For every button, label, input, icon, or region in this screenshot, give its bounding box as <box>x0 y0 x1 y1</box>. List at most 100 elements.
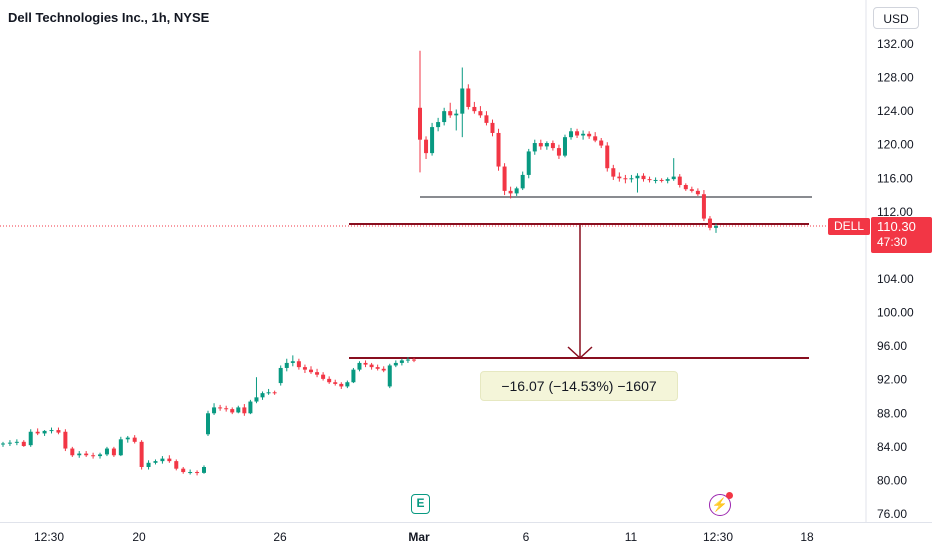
candle[interactable] <box>1 441 5 447</box>
candle[interactable] <box>647 176 652 183</box>
candle[interactable] <box>393 360 398 368</box>
candle[interactable] <box>242 404 247 416</box>
candle[interactable] <box>188 469 193 475</box>
candle[interactable] <box>63 429 68 452</box>
candle[interactable] <box>327 376 332 384</box>
candle[interactable] <box>526 148 531 179</box>
candle[interactable] <box>611 164 616 180</box>
candle[interactable] <box>701 190 706 222</box>
candle[interactable] <box>160 456 165 464</box>
candle[interactable] <box>118 436 123 457</box>
candle[interactable] <box>641 173 646 182</box>
candle[interactable] <box>599 138 604 149</box>
candle[interactable] <box>351 367 356 384</box>
candle[interactable] <box>49 427 54 434</box>
candle[interactable] <box>514 186 519 196</box>
candle[interactable] <box>418 50 422 173</box>
candle[interactable] <box>593 132 598 143</box>
candle[interactable] <box>21 440 26 447</box>
candle[interactable] <box>490 119 495 137</box>
price-axis[interactable]: 132.00 128.00 124.00 120.00 116.00 112.00 104.… <box>877 37 914 521</box>
candle[interactable] <box>174 459 179 471</box>
candle[interactable] <box>321 372 326 381</box>
candle[interactable] <box>139 440 144 470</box>
candle[interactable] <box>605 142 610 172</box>
candle[interactable] <box>132 435 137 444</box>
candle[interactable] <box>302 364 307 373</box>
candle[interactable] <box>375 364 380 371</box>
candle[interactable] <box>653 177 658 184</box>
candle[interactable] <box>460 67 465 138</box>
time-axis[interactable]: 12:30 20 26 Mar 6 11 12:30 18 <box>34 530 814 544</box>
candle[interactable] <box>363 360 368 368</box>
candle[interactable] <box>387 363 392 389</box>
candle[interactable] <box>167 455 172 463</box>
candle[interactable] <box>290 355 295 367</box>
candle[interactable] <box>635 173 640 193</box>
candle[interactable] <box>195 470 200 476</box>
candle[interactable] <box>28 429 33 447</box>
candle[interactable] <box>98 452 103 459</box>
currency-button[interactable]: USD <box>873 7 919 29</box>
candle[interactable] <box>629 174 634 183</box>
candle[interactable] <box>236 405 241 414</box>
candle[interactable] <box>659 178 664 183</box>
candle[interactable] <box>430 122 435 156</box>
candle[interactable] <box>550 140 555 151</box>
candles[interactable] <box>1 50 718 476</box>
candle[interactable] <box>315 368 320 378</box>
candle[interactable] <box>333 379 338 386</box>
candle[interactable] <box>689 186 694 193</box>
candle[interactable] <box>224 405 229 412</box>
candle[interactable] <box>436 117 441 132</box>
candle[interactable] <box>77 451 82 458</box>
candle[interactable] <box>472 101 477 114</box>
candle[interactable] <box>14 439 19 446</box>
candle[interactable] <box>466 84 471 110</box>
candle[interactable] <box>248 399 253 415</box>
candle[interactable] <box>42 430 47 436</box>
candle[interactable] <box>369 362 374 370</box>
candle[interactable] <box>202 465 206 474</box>
candle[interactable] <box>296 358 301 370</box>
candle[interactable] <box>478 106 483 118</box>
candle[interactable] <box>569 127 574 140</box>
candle[interactable] <box>111 446 116 457</box>
candle[interactable] <box>587 131 592 139</box>
candle[interactable] <box>677 174 682 188</box>
candle[interactable] <box>399 358 404 366</box>
candle[interactable] <box>484 111 489 126</box>
candle[interactable] <box>339 382 344 389</box>
candle[interactable] <box>7 440 12 447</box>
candle[interactable] <box>562 134 567 158</box>
candle[interactable] <box>254 377 259 404</box>
candle[interactable] <box>104 446 109 457</box>
candle[interactable] <box>278 365 283 386</box>
candle[interactable] <box>70 446 75 457</box>
candle[interactable] <box>556 144 561 159</box>
candle[interactable] <box>623 174 628 184</box>
candle[interactable] <box>212 403 217 415</box>
measure-arrow[interactable] <box>567 225 593 360</box>
flash-event-icon[interactable]: ⚡ <box>709 492 733 516</box>
candle[interactable] <box>496 128 501 171</box>
candle[interactable] <box>35 428 40 436</box>
candle[interactable] <box>520 171 525 191</box>
candle[interactable] <box>260 391 265 400</box>
candle[interactable] <box>206 410 210 436</box>
candle[interactable] <box>309 366 313 374</box>
candle[interactable] <box>181 467 186 474</box>
candle[interactable] <box>617 172 622 182</box>
candle[interactable] <box>448 102 453 118</box>
candle[interactable] <box>665 177 670 184</box>
candle[interactable] <box>707 216 712 231</box>
candle[interactable] <box>56 427 61 435</box>
candle[interactable] <box>502 163 507 196</box>
candle[interactable] <box>218 404 223 411</box>
candle[interactable] <box>357 361 362 372</box>
candle[interactable] <box>538 139 543 150</box>
candle[interactable] <box>424 136 429 159</box>
candle[interactable] <box>532 139 537 155</box>
candle[interactable] <box>125 435 130 443</box>
